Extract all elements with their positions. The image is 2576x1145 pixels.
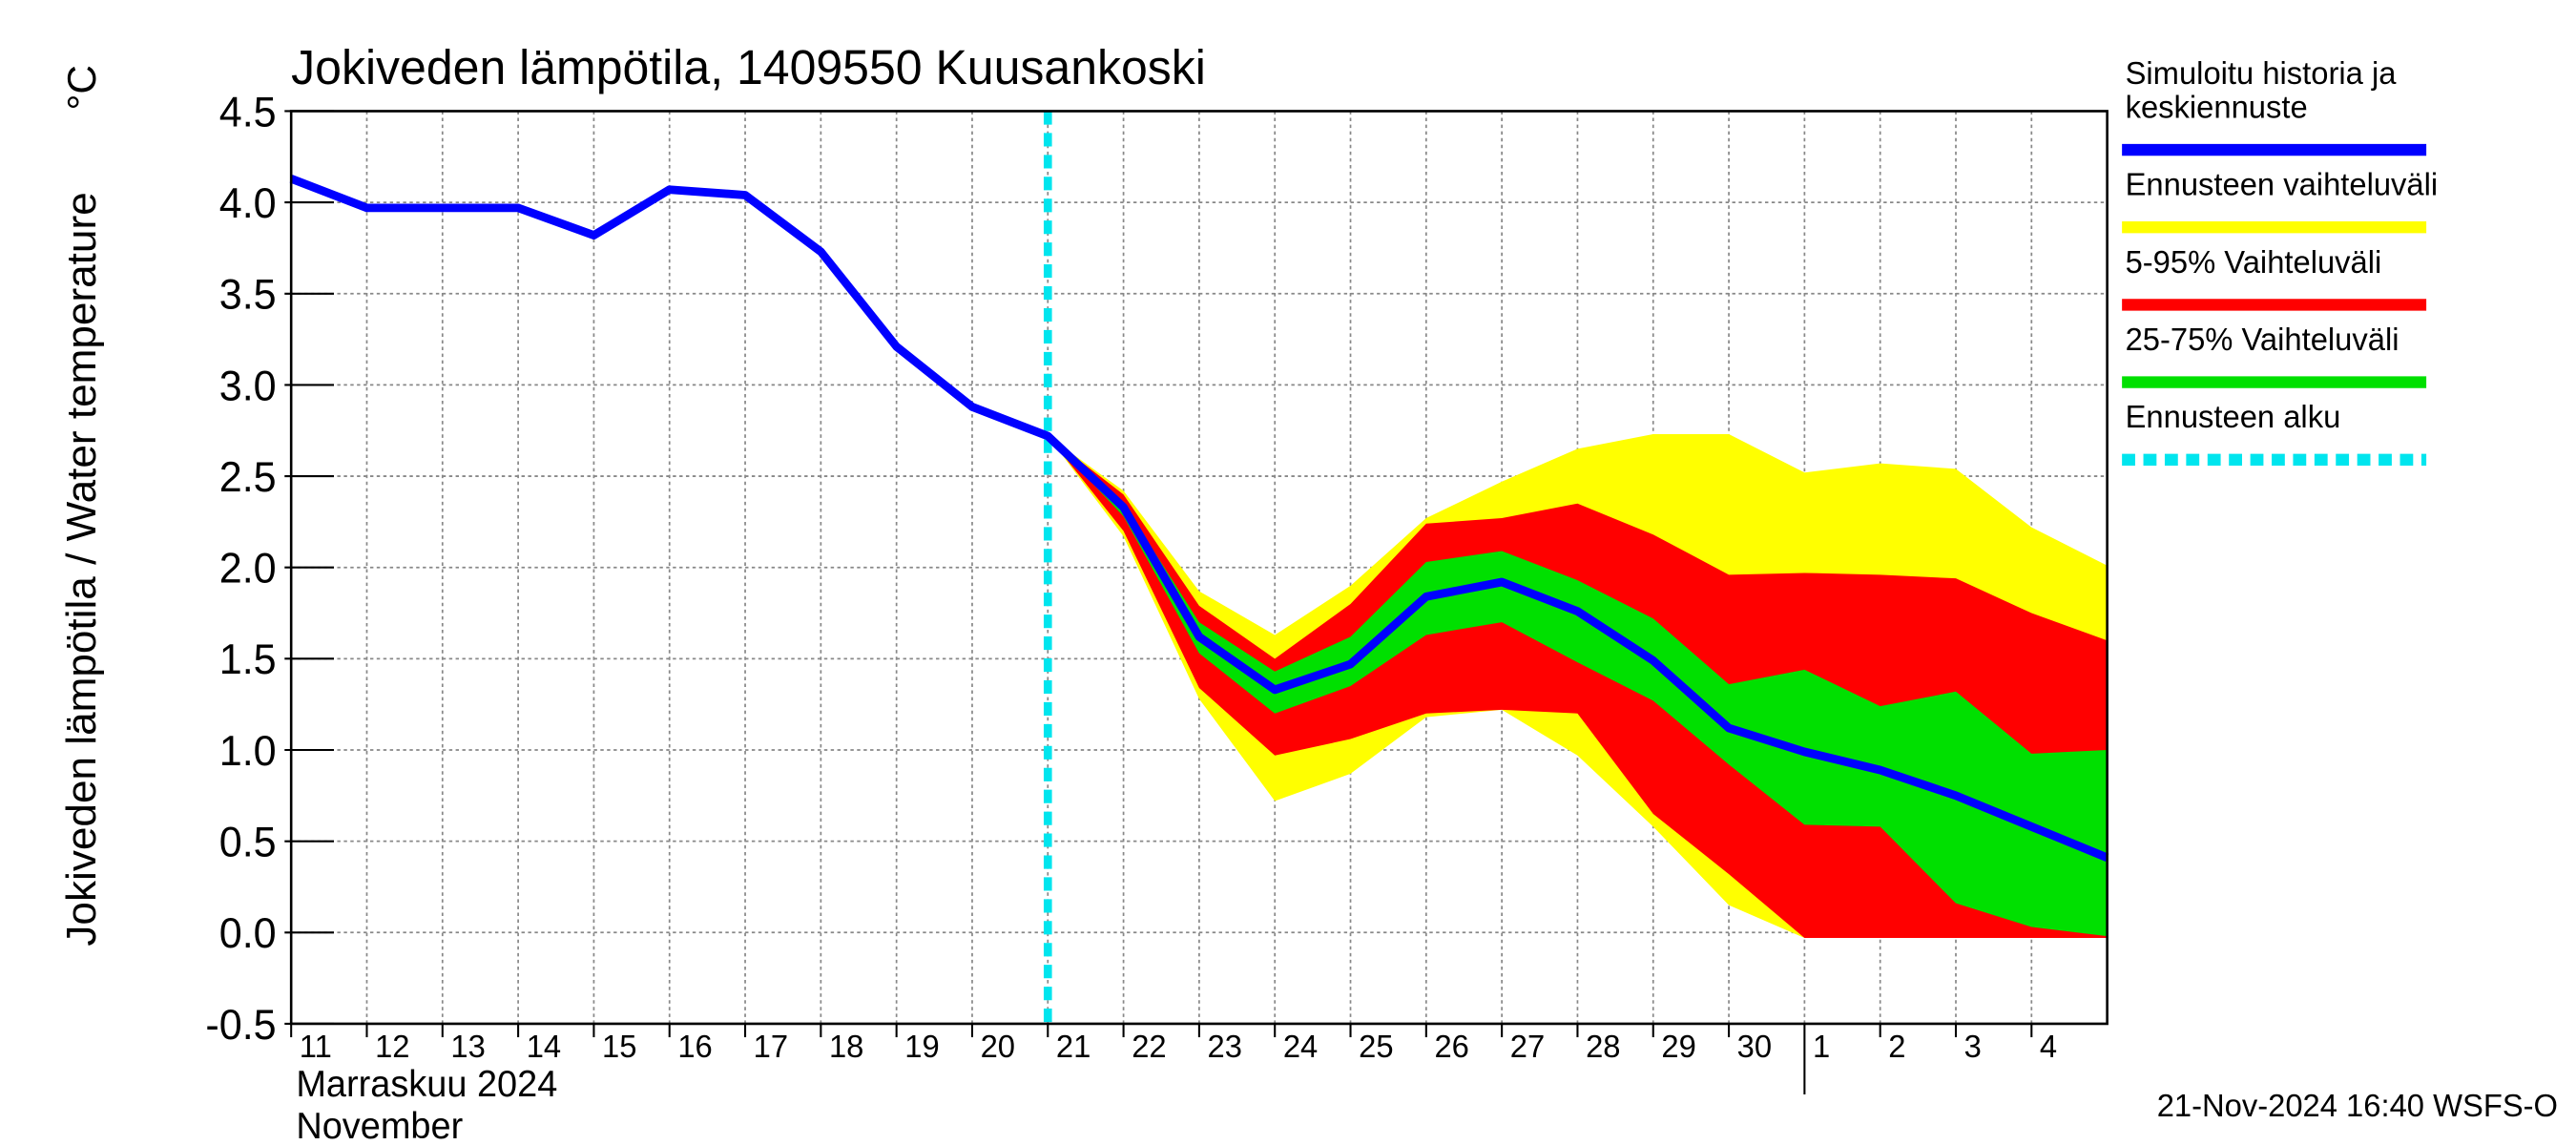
x-tick-label: 1 [1813,1030,1830,1065]
y-tick-label: 1.5 [219,637,277,684]
x-month-label: Marraskuu 2024 [296,1063,557,1104]
y-tick-label: 4.0 [219,181,277,228]
x-tick-label: 20 [981,1030,1015,1065]
x-tick-label: 4 [2040,1030,2057,1065]
x-tick-label: 2 [1888,1030,1905,1065]
x-tick-label: 28 [1586,1030,1620,1065]
y-tick-label: 0.5 [219,820,277,866]
y-tick-label: 2.0 [219,546,277,593]
x-tick-label: 25 [1359,1030,1393,1065]
legend-label: Ennusteen alku [2126,400,2341,435]
chart-title: Jokiveden lämpötila, 1409550 Kuusankoski [291,40,1206,95]
plot-frame [289,110,2109,1026]
x-tick-label: 26 [1434,1030,1468,1065]
y-tick-label: 3.5 [219,272,277,319]
x-tick-label: 30 [1737,1030,1772,1065]
x-tick-label: 29 [1661,1030,1695,1065]
y-tick-label: 3.0 [219,364,277,410]
y-tick-label: 4.5 [219,90,277,136]
legend-label: Simuloitu historia ja keskiennuste [2126,56,2397,126]
y-tick-label: 1.0 [219,728,277,775]
x-tick-label: 16 [677,1030,712,1065]
y-axis-unit: °C [59,65,103,111]
x-tick-label: 23 [1208,1030,1242,1065]
y-tick-label: 0.0 [219,911,277,958]
x-tick-label: 27 [1510,1030,1545,1065]
x-tick-label: 22 [1132,1030,1166,1065]
y-axis-label: Jokiveden lämpötila / Water temperature [59,192,104,946]
x-month-label-en: November [296,1106,463,1145]
legend-label: Ennusteen vaihteluväli [2126,167,2439,202]
legend-label: 25-75% Vaihteluväli [2126,323,2399,358]
x-tick-label: 15 [602,1030,636,1065]
x-tick-label: 18 [829,1030,863,1065]
x-tick-label: 3 [1964,1030,1982,1065]
footer: 21-Nov-2024 16:40 WSFS-O [2157,1089,2558,1124]
x-tick-label: 17 [754,1030,788,1065]
x-tick-label: 12 [375,1030,409,1065]
band-area [1048,435,2108,937]
x-tick-label: 24 [1283,1030,1318,1065]
x-tick-label: 13 [450,1030,485,1065]
legend-label: 5-95% Vaihteluväli [2126,245,2382,281]
y-tick-label: -0.5 [205,1002,276,1049]
series-line [289,175,2109,862]
y-tick-label: 2.5 [219,455,277,502]
x-tick-label: 11 [300,1030,332,1065]
x-tick-label: 14 [527,1030,561,1065]
x-tick-label: 21 [1056,1030,1091,1065]
x-tick-label: 19 [904,1030,939,1065]
